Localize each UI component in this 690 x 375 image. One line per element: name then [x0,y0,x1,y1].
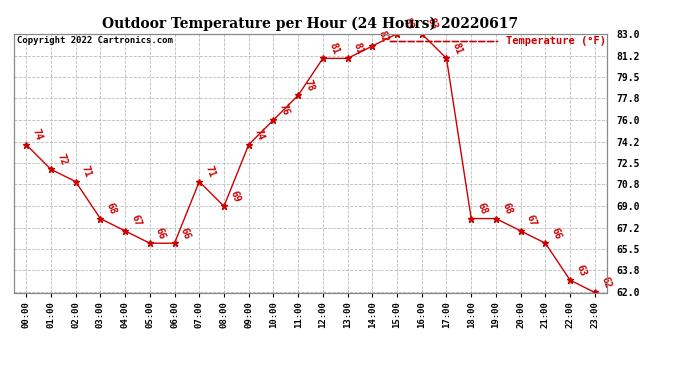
Text: 69: 69 [228,189,242,204]
Text: 83: 83 [426,16,440,31]
Text: 68: 68 [475,201,489,216]
Text: 82: 82 [377,29,390,43]
Text: 81: 81 [352,41,365,56]
Text: 81: 81 [451,41,464,56]
Text: 66: 66 [179,226,192,240]
Text: 67: 67 [129,214,143,228]
Text: Copyright 2022 Cartronics.com: Copyright 2022 Cartronics.com [17,36,172,45]
Text: 74: 74 [30,128,43,142]
Text: 71: 71 [80,164,93,179]
Text: 72: 72 [55,152,68,166]
Text: Temperature (°F): Temperature (°F) [506,36,607,46]
Text: 68: 68 [104,201,118,216]
Text: 63: 63 [574,263,588,278]
Text: 83: 83 [401,16,415,31]
Text: 62: 62 [599,275,613,290]
Text: 74: 74 [253,128,266,142]
Text: 68: 68 [500,201,513,216]
Text: 81: 81 [327,41,340,56]
Text: 71: 71 [204,164,217,179]
Text: 66: 66 [549,226,563,240]
Text: 76: 76 [277,103,291,117]
Title: Outdoor Temperature per Hour (24 Hours) 20220617: Outdoor Temperature per Hour (24 Hours) … [102,17,519,31]
Text: 78: 78 [302,78,316,93]
Text: 67: 67 [525,214,538,228]
Text: 66: 66 [154,226,168,240]
